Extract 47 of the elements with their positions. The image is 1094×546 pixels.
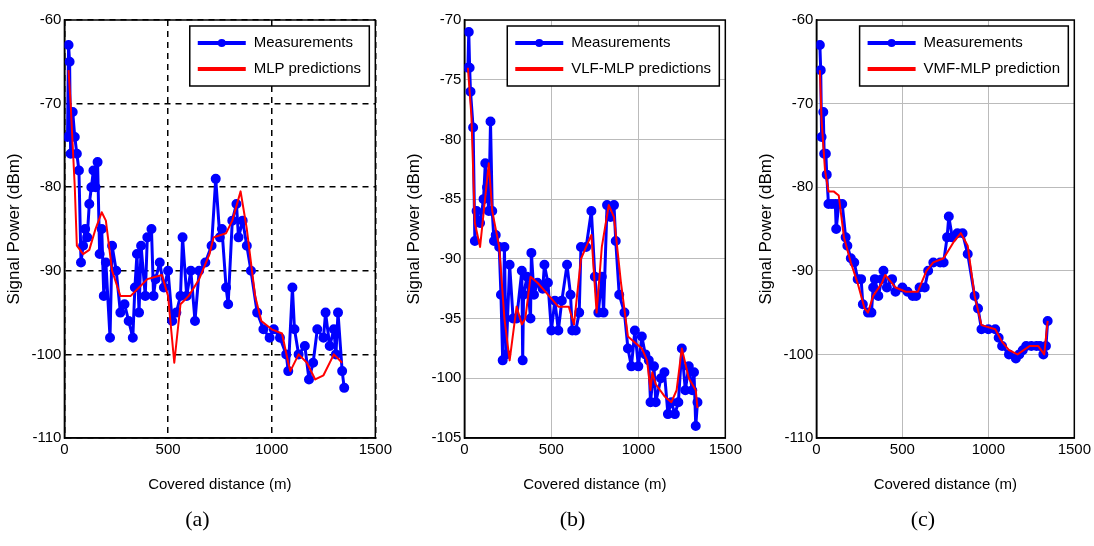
x-axis-title: Covered distance (m) xyxy=(148,475,292,493)
y-tick-label: -90 xyxy=(439,249,462,266)
legend-label: Measurements xyxy=(253,33,353,51)
x-tick-label: 1000 xyxy=(255,440,289,458)
y-tick-label: -90 xyxy=(791,260,814,278)
x-tick-label: 500 xyxy=(889,440,915,458)
legend-label: VMF-MLP prediction xyxy=(923,59,1061,77)
y-tick-label: -90 xyxy=(39,260,62,278)
x-tick-label: 1500 xyxy=(1057,440,1091,458)
y-axis-title: Signal Power (dBm) xyxy=(3,153,23,305)
x-axis-title: Covered distance (m) xyxy=(873,475,1018,493)
y-axis-title: Signal Power (dBm) xyxy=(755,153,775,305)
text: (c) xyxy=(909,506,937,532)
y-tick-label: -100 xyxy=(431,368,462,386)
y-tick-label: -80 xyxy=(39,177,62,195)
legend-label: Measurements xyxy=(571,33,671,51)
y-tick-label: -60 xyxy=(791,10,814,28)
x-tick-label: 500 xyxy=(538,440,564,458)
x-tick-label: 500 xyxy=(155,440,181,458)
y-tick-label: -105 xyxy=(431,428,462,446)
y-axis-title: Signal Power (dBm) xyxy=(403,153,423,305)
y-tick-label: -70 xyxy=(791,93,814,111)
x-tick-label: 1000 xyxy=(971,440,1006,458)
y-tick-label: -80 xyxy=(439,129,462,147)
y-tick-label: -100 xyxy=(783,344,814,362)
y-tick-label: -60 xyxy=(39,10,62,28)
x-tick-label: 1000 xyxy=(621,440,656,458)
y-tick-label: -75 xyxy=(439,69,462,87)
y-tick-label: -70 xyxy=(39,93,62,111)
legend-label: VLF-MLP predictions xyxy=(571,59,712,77)
x-tick-label: 0 xyxy=(60,440,69,458)
y-tick-label: -110 xyxy=(784,428,814,446)
text: (a) xyxy=(184,506,211,532)
x-tick-label: 0 xyxy=(812,440,821,458)
y-tick-label: -100 xyxy=(31,344,62,362)
y-tick-label: -85 xyxy=(439,189,462,207)
y-tick-label: -80 xyxy=(791,177,814,195)
x-tick-label: 1500 xyxy=(708,440,742,458)
y-tick-label: -95 xyxy=(439,308,462,326)
x-axis-title: Covered distance (m) xyxy=(523,475,667,493)
x-tick-label: 1500 xyxy=(358,440,392,458)
y-tick-label: -70 xyxy=(439,10,462,28)
y-tick-label: -110 xyxy=(32,428,62,446)
legend-label: MLP predictions xyxy=(253,59,362,77)
x-tick-label: 0 xyxy=(460,440,469,458)
legend-label: Measurements xyxy=(923,33,1023,51)
text: (b) xyxy=(558,506,587,532)
